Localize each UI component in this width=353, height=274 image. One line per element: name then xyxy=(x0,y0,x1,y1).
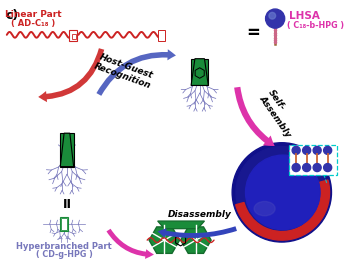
FancyBboxPatch shape xyxy=(158,30,165,41)
Circle shape xyxy=(324,146,332,154)
FancyBboxPatch shape xyxy=(289,145,337,175)
Circle shape xyxy=(303,146,311,154)
Text: Linear Part: Linear Part xyxy=(5,10,62,19)
Text: ( AD-C₁₈ ): ( AD-C₁₈ ) xyxy=(11,19,56,28)
Polygon shape xyxy=(60,133,74,167)
Circle shape xyxy=(292,164,300,172)
Polygon shape xyxy=(191,59,208,85)
Circle shape xyxy=(269,12,276,19)
Circle shape xyxy=(246,155,320,230)
Text: II: II xyxy=(62,198,71,211)
Text: LHSA: LHSA xyxy=(289,11,320,21)
FancyArrowPatch shape xyxy=(96,49,176,96)
Circle shape xyxy=(292,146,300,154)
Text: =: = xyxy=(246,24,260,42)
FancyBboxPatch shape xyxy=(69,30,77,41)
Text: ( C₁₈-b-HPG ): ( C₁₈-b-HPG ) xyxy=(287,21,344,30)
Circle shape xyxy=(324,164,332,172)
FancyArrowPatch shape xyxy=(38,48,104,102)
Text: Host-Guest
Recognition: Host-Guest Recognition xyxy=(93,52,156,90)
FancyBboxPatch shape xyxy=(60,217,68,231)
Circle shape xyxy=(303,164,311,172)
FancyBboxPatch shape xyxy=(72,34,76,39)
FancyArrowPatch shape xyxy=(234,87,275,146)
FancyArrowPatch shape xyxy=(157,226,237,238)
FancyBboxPatch shape xyxy=(60,133,74,167)
Polygon shape xyxy=(158,221,204,229)
Circle shape xyxy=(313,146,321,154)
Text: Self-
Assembly: Self- Assembly xyxy=(258,88,302,139)
Circle shape xyxy=(265,9,285,28)
Wedge shape xyxy=(236,180,330,240)
Circle shape xyxy=(313,164,321,172)
Circle shape xyxy=(232,143,331,242)
Text: Hyperbranched Part: Hyperbranched Part xyxy=(16,242,112,251)
Text: ( CD-g-HPG ): ( CD-g-HPG ) xyxy=(36,250,92,259)
Text: Disassembly: Disassembly xyxy=(168,210,232,219)
FancyArrowPatch shape xyxy=(107,229,154,259)
Text: c): c) xyxy=(6,9,19,22)
Ellipse shape xyxy=(254,201,275,216)
FancyBboxPatch shape xyxy=(191,59,208,85)
Circle shape xyxy=(236,147,328,238)
